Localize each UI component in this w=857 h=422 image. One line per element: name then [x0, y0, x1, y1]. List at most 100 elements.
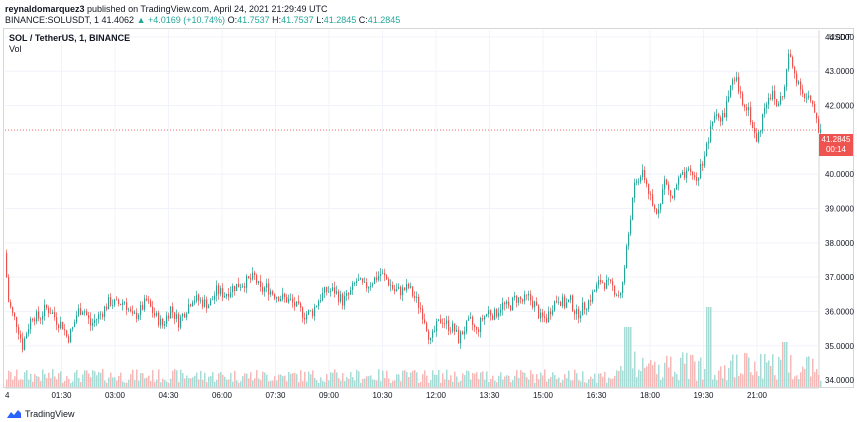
candle-body: [394, 288, 396, 292]
volume-bar: [612, 378, 614, 387]
candle-body: [156, 312, 158, 316]
candle-body: [182, 313, 184, 317]
volume-bar: [306, 381, 308, 387]
volume-bar: [122, 381, 124, 387]
candle-body: [430, 337, 432, 341]
candle-body: [588, 300, 590, 310]
candle-body: [416, 296, 418, 299]
volume-bar: [190, 378, 192, 387]
candle-body: [662, 189, 664, 204]
candle-body: [274, 294, 276, 299]
candle-body: [490, 310, 492, 316]
candle-body: [640, 177, 642, 182]
volume-bar: [820, 380, 822, 387]
candle-body: [478, 329, 480, 332]
volume-legend: Vol: [9, 44, 22, 54]
volume-bar: [606, 382, 608, 387]
candle-body: [748, 107, 750, 111]
candle-body: [142, 304, 144, 310]
volume-bar: [216, 379, 218, 387]
candle-body: [612, 281, 614, 286]
volume-bar: [452, 381, 454, 387]
candle-body: [794, 66, 796, 74]
candle-body: [570, 295, 572, 300]
volume-bar: [108, 377, 110, 387]
volume-bar: [762, 378, 764, 387]
candle-body: [324, 287, 326, 293]
volume-bar: [648, 363, 650, 387]
volume-bar: [430, 380, 432, 387]
tradingview-footer[interactable]: TradingView: [6, 409, 75, 419]
volume-bar: [466, 370, 468, 387]
candle-body: [468, 318, 470, 321]
x-tick-label: 18:00: [640, 391, 661, 400]
candle-body: [244, 286, 246, 288]
volume-bar: [270, 380, 272, 387]
candle-body: [566, 302, 568, 308]
candle-body: [526, 294, 528, 296]
volume-bar: [670, 356, 672, 387]
candle-body: [112, 304, 114, 306]
volume-bar: [484, 379, 486, 387]
candle-body: [272, 291, 274, 295]
candle-body: [202, 299, 204, 307]
candle-body: [696, 177, 698, 181]
candle-body: [554, 301, 556, 311]
volume-bar: [170, 378, 172, 387]
volume-bar: [650, 360, 652, 387]
candle-body: [674, 189, 676, 198]
volume-bar: [72, 381, 74, 387]
volume-bar: [268, 381, 270, 387]
candle-body: [514, 296, 516, 298]
volume-bar: [8, 370, 10, 387]
candle-body: [672, 196, 674, 198]
candle-body: [108, 297, 110, 310]
volume-bar: [152, 370, 154, 387]
candle-body: [378, 275, 380, 280]
volume-bar: [40, 381, 42, 387]
volume-bar: [44, 374, 46, 387]
volume-bar: [704, 369, 706, 387]
candle-body: [410, 286, 412, 288]
volume-bar: [42, 369, 44, 387]
volume-bar: [30, 373, 32, 387]
volume-bar: [178, 382, 180, 387]
candle-body: [400, 286, 402, 296]
candle-body: [296, 301, 298, 307]
volume-bar: [786, 342, 788, 387]
candle-body: [270, 291, 272, 295]
symbol-line: BINANCE:SOLUSDT, 1 41.4062: [5, 15, 135, 25]
candle-body: [218, 285, 220, 295]
volume-bar: [682, 352, 684, 387]
candle-body: [810, 95, 812, 101]
volume-bar: [338, 378, 340, 387]
volume-bar: [146, 377, 148, 387]
candle-body: [24, 338, 26, 350]
volume-bar: [496, 382, 498, 387]
volume-bar: [96, 375, 98, 387]
candle-body: [546, 317, 548, 323]
volume-bar: [362, 378, 364, 387]
volume-bar: [462, 373, 464, 387]
volume-bar: [260, 380, 262, 387]
candle-body: [422, 308, 424, 320]
volume-bar: [784, 342, 786, 387]
candle-body: [304, 317, 306, 320]
volume-bar: [620, 365, 622, 387]
volume-bar: [460, 380, 462, 387]
volume-bar: [698, 361, 700, 387]
candle-body: [540, 312, 542, 319]
volume-bar: [454, 371, 456, 387]
candle-body: [564, 296, 566, 308]
candle-body: [780, 96, 782, 105]
volume-bar: [494, 380, 496, 387]
candle-body: [232, 285, 234, 293]
volume-bar: [436, 374, 438, 387]
volume-bar: [558, 377, 560, 387]
candle-body: [376, 277, 378, 280]
candle-body: [70, 329, 72, 343]
y-tick-label: 34.0000: [825, 376, 854, 385]
candle-body: [364, 282, 366, 283]
volume-bar: [286, 381, 288, 387]
